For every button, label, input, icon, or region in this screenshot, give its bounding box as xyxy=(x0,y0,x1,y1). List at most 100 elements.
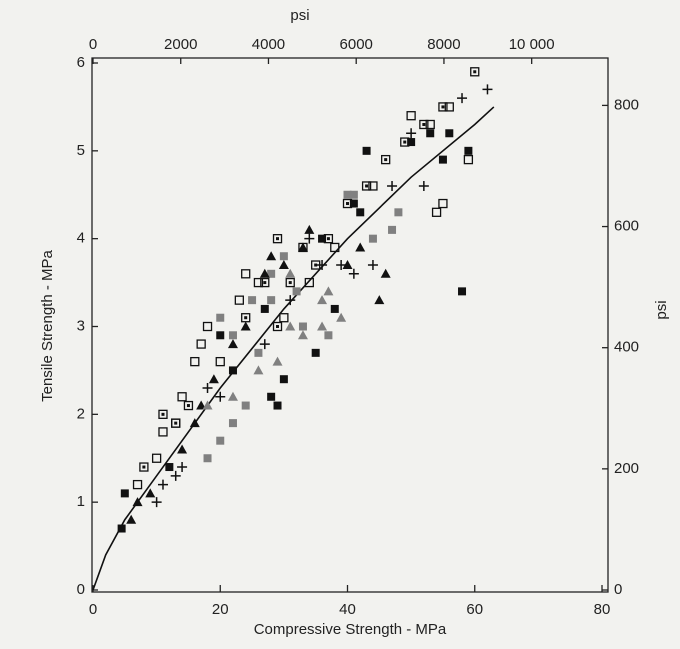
square-dot xyxy=(174,421,178,425)
square-dot xyxy=(346,202,349,206)
square-outline xyxy=(171,418,181,428)
triangle-point xyxy=(253,365,264,375)
x-tick-label: 60 xyxy=(466,601,483,618)
triangle-point xyxy=(342,260,353,270)
square-point xyxy=(228,366,237,375)
triangle-point xyxy=(380,268,391,278)
plus-point xyxy=(457,93,468,104)
square-dot xyxy=(365,184,369,188)
right-tick-label: 200 xyxy=(614,460,639,477)
square-point xyxy=(292,287,301,296)
dotted-square-point xyxy=(438,102,448,112)
top-tick-label: 4000 xyxy=(252,36,285,53)
right-tick-label: 400 xyxy=(614,339,639,356)
square-point xyxy=(216,331,225,340)
square-point xyxy=(248,296,257,305)
plus-point xyxy=(418,180,429,191)
dotted-square-point xyxy=(342,198,353,209)
square-point xyxy=(311,348,320,357)
triangle-point xyxy=(177,444,188,454)
dotted-square-point xyxy=(361,181,372,191)
square-dot xyxy=(263,281,267,285)
y-tick-label: 4 xyxy=(77,230,85,247)
square-point xyxy=(279,252,288,261)
plot-frame xyxy=(91,57,609,593)
dotted-square-point xyxy=(260,277,270,288)
square-outline xyxy=(438,102,448,112)
dotted-square-point xyxy=(470,67,480,77)
square-point xyxy=(356,208,365,217)
triangle-point xyxy=(297,330,308,340)
plus-point xyxy=(317,260,328,271)
y-axis-label: Tensile Strength - MPa xyxy=(39,249,56,401)
triangle-point xyxy=(374,295,385,305)
top-tick-label: 2000 xyxy=(164,36,197,53)
triangle-point xyxy=(297,242,308,252)
dotted-square-point xyxy=(323,234,334,244)
square-outline xyxy=(183,400,194,411)
top-tick-label: 6000 xyxy=(340,36,373,53)
square-point xyxy=(216,436,225,445)
square-point xyxy=(216,313,225,322)
dotted-square-point xyxy=(139,462,149,472)
square-point xyxy=(349,190,358,199)
open-square-point xyxy=(406,111,416,121)
plus-point xyxy=(336,260,347,271)
open-square-point xyxy=(463,154,474,165)
y-tick-label: 2 xyxy=(77,405,85,422)
x-tick-label: 40 xyxy=(339,601,356,618)
square-outline xyxy=(342,198,353,209)
open-square-point xyxy=(177,392,187,402)
open-square-point xyxy=(190,356,200,367)
dotted-square-point xyxy=(285,277,295,288)
square-point xyxy=(464,146,473,155)
open-square-point xyxy=(241,269,251,279)
fit-curve xyxy=(92,106,495,591)
dotted-square-point xyxy=(171,418,181,428)
square-point xyxy=(241,401,250,410)
square-point xyxy=(330,304,339,313)
plus-point xyxy=(406,128,417,139)
triangle-point xyxy=(278,260,289,270)
triangle-point xyxy=(132,497,143,507)
square-dot xyxy=(142,465,146,469)
square-dot xyxy=(276,237,280,241)
square-outline xyxy=(158,409,168,419)
square-outline xyxy=(260,277,270,288)
square-outline xyxy=(139,462,149,472)
y-tick-label: 5 xyxy=(77,142,85,159)
square-point xyxy=(407,138,416,147)
triangle-point xyxy=(196,400,207,410)
triangle-point xyxy=(336,312,347,322)
plus-point xyxy=(285,295,296,306)
x-tick-label: 20 xyxy=(212,601,229,618)
square-point xyxy=(343,190,352,199)
dotted-square-point xyxy=(381,154,391,165)
dotted-square-point xyxy=(400,137,410,147)
open-square-point xyxy=(438,198,448,209)
triangle-point xyxy=(355,242,366,252)
open-square-point xyxy=(253,277,264,288)
square-dot xyxy=(244,316,248,320)
triangle-point xyxy=(126,514,137,524)
square-point xyxy=(318,234,327,243)
square-point xyxy=(228,419,237,428)
square-point xyxy=(117,524,126,533)
right-tick-label: 600 xyxy=(614,218,639,235)
triangle-point xyxy=(227,391,238,401)
triangle-point xyxy=(304,224,315,234)
square-outline xyxy=(470,67,480,77)
right-tick-label: 800 xyxy=(614,96,639,113)
square-dot xyxy=(161,412,165,416)
plus-point xyxy=(215,391,226,402)
square-dot xyxy=(276,325,280,328)
square-outline xyxy=(400,137,410,147)
top-tick-label: 10 000 xyxy=(509,36,555,53)
square-dot xyxy=(403,140,407,144)
triangle-point xyxy=(208,374,219,384)
square-point xyxy=(394,208,403,217)
square-point xyxy=(362,146,371,155)
square-dot xyxy=(441,105,445,109)
open-square-point xyxy=(132,479,143,490)
